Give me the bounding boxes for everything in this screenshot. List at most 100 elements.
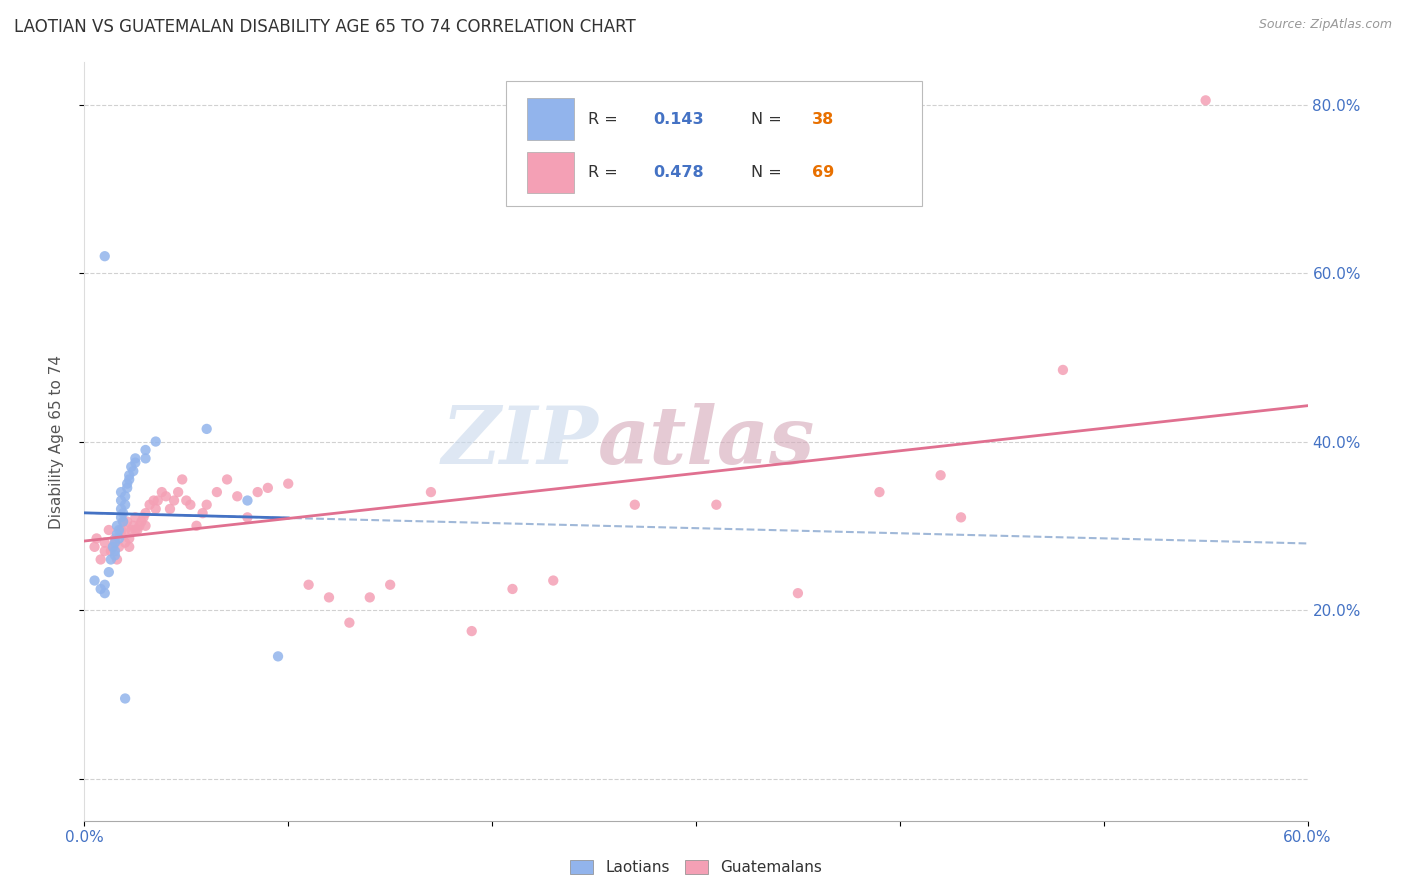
Point xyxy=(145,434,167,449)
Point xyxy=(246,485,269,500)
Point xyxy=(869,485,891,500)
Point xyxy=(787,586,810,600)
Point xyxy=(461,624,484,639)
Point xyxy=(83,574,105,588)
Point xyxy=(950,510,973,524)
Point xyxy=(226,489,249,503)
Point xyxy=(174,493,197,508)
Point xyxy=(135,518,157,533)
Point xyxy=(110,510,132,524)
Text: 69: 69 xyxy=(813,165,834,180)
Point xyxy=(195,498,218,512)
Point xyxy=(267,649,290,664)
Point xyxy=(124,510,146,524)
Bar xyxy=(527,152,574,194)
Point xyxy=(172,473,194,487)
Point xyxy=(1195,93,1218,107)
Point xyxy=(108,532,131,546)
Point xyxy=(138,498,160,512)
Point xyxy=(97,523,120,537)
Text: 0.478: 0.478 xyxy=(654,165,704,180)
Text: 0.143: 0.143 xyxy=(654,112,704,127)
Point xyxy=(108,540,131,554)
Point xyxy=(104,535,127,549)
Point xyxy=(104,535,127,549)
Point xyxy=(114,523,136,537)
Point xyxy=(135,442,157,457)
Point xyxy=(114,691,136,706)
Text: LAOTIAN VS GUATEMALAN DISABILITY AGE 65 TO 74 CORRELATION CHART: LAOTIAN VS GUATEMALAN DISABILITY AGE 65 … xyxy=(14,18,636,36)
Point xyxy=(110,502,132,516)
Point xyxy=(110,485,132,500)
Point xyxy=(150,485,173,500)
Point xyxy=(83,540,105,554)
Point xyxy=(236,493,259,508)
Point xyxy=(543,574,565,588)
Point xyxy=(929,468,952,483)
Point xyxy=(186,518,208,533)
Point xyxy=(93,249,115,263)
Point xyxy=(118,532,141,546)
Text: N =: N = xyxy=(751,165,787,180)
Point xyxy=(124,451,146,466)
Point xyxy=(217,473,239,487)
Point xyxy=(120,523,142,537)
Legend: Laotians, Guatemalans: Laotians, Guatemalans xyxy=(564,854,828,881)
Point xyxy=(236,510,259,524)
Point xyxy=(101,540,124,554)
Point xyxy=(257,481,280,495)
Point xyxy=(118,473,141,487)
Text: atlas: atlas xyxy=(598,403,815,480)
Point xyxy=(115,476,138,491)
Point xyxy=(277,476,299,491)
Point xyxy=(502,582,524,596)
Point xyxy=(127,523,149,537)
Point xyxy=(110,493,132,508)
Point xyxy=(118,468,141,483)
Point xyxy=(104,548,127,563)
Point xyxy=(112,515,135,529)
Point xyxy=(115,515,138,529)
Point xyxy=(110,523,132,537)
Point xyxy=(118,540,141,554)
Point xyxy=(155,489,177,503)
Point xyxy=(97,565,120,579)
Point xyxy=(124,523,146,537)
Point xyxy=(135,451,157,466)
Point xyxy=(100,544,122,558)
Text: N =: N = xyxy=(751,112,787,127)
Point xyxy=(298,578,321,592)
Point xyxy=(124,456,146,470)
Point xyxy=(706,498,728,512)
Point xyxy=(128,518,150,533)
Point xyxy=(105,527,128,541)
Point xyxy=(132,510,155,524)
Text: 38: 38 xyxy=(813,112,834,127)
Point xyxy=(115,481,138,495)
Point xyxy=(112,515,135,529)
Point xyxy=(120,459,142,474)
Point xyxy=(135,506,157,520)
Point xyxy=(624,498,647,512)
Y-axis label: Disability Age 65 to 74: Disability Age 65 to 74 xyxy=(49,354,63,529)
Bar xyxy=(527,98,574,140)
Point xyxy=(163,493,186,508)
Point xyxy=(1052,363,1074,377)
Point xyxy=(114,489,136,503)
Point xyxy=(86,532,108,546)
Point xyxy=(114,498,136,512)
FancyBboxPatch shape xyxy=(506,81,922,207)
Point xyxy=(101,540,124,554)
Text: R =: R = xyxy=(588,165,623,180)
Point xyxy=(93,586,115,600)
Point xyxy=(93,535,115,549)
Point xyxy=(205,485,228,500)
Point xyxy=(114,535,136,549)
Point xyxy=(93,544,115,558)
Point xyxy=(159,502,181,516)
Text: ZIP: ZIP xyxy=(441,403,598,480)
Point xyxy=(339,615,361,630)
Point xyxy=(105,552,128,566)
Point xyxy=(122,518,145,533)
Point xyxy=(104,544,127,558)
